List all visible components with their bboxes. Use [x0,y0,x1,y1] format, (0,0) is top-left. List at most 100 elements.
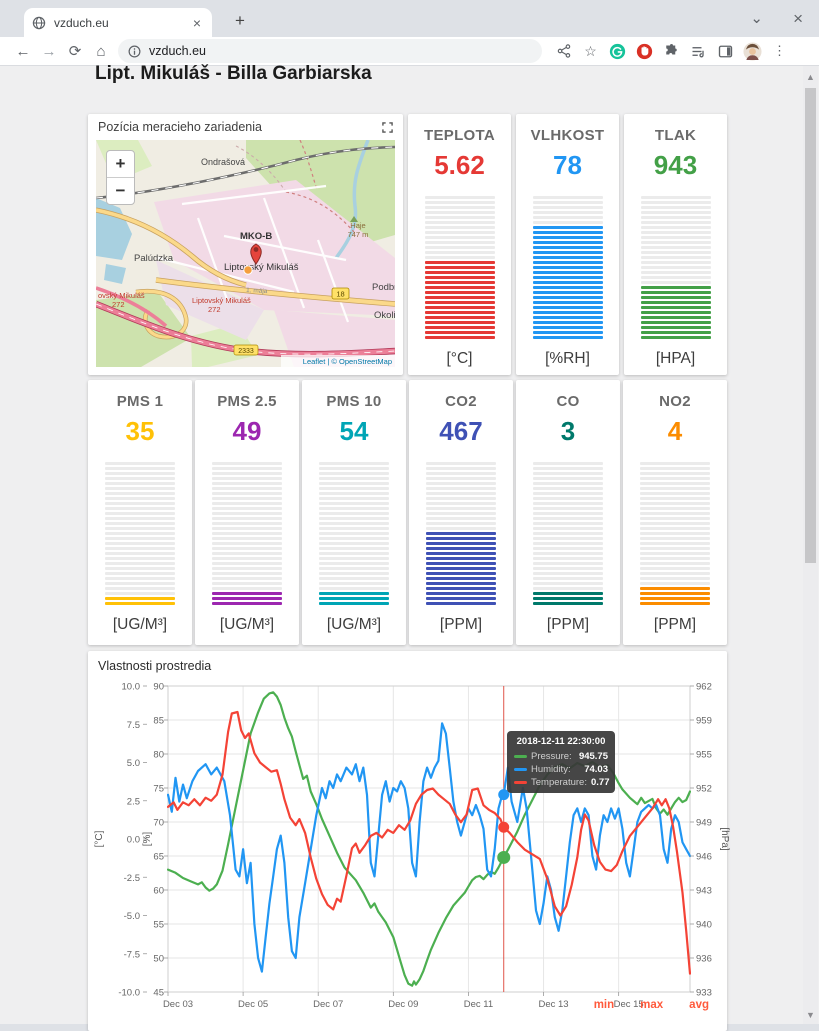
svg-text:Dec 15: Dec 15 [614,999,644,1010]
fullscreen-icon[interactable] [382,121,393,133]
card-pms25: PMS 2.5 49 [UG/M³] [195,380,299,645]
svg-text:45: 45 [153,988,164,999]
tooltip-label: Pressure: [531,751,572,762]
card-unit: [%RH] [545,350,590,367]
reading-list-icon[interactable] [685,44,712,59]
page-title: Lipt. Mikuláš - Billa Garbiarska [95,63,372,84]
legend-min-link[interactable]: min [593,999,615,1011]
map-view[interactable]: Ondrašová MKO-B Liptovský Mikuláš Palúdz… [96,140,395,367]
back-button[interactable]: ← [15,42,31,60]
map-peak-icon [350,216,358,222]
svg-text:952: 952 [696,784,712,795]
card-unit: [PPM] [653,616,697,633]
page-scrollbar[interactable]: ▲ ▼ [803,66,818,1024]
card-value: 4 [667,416,683,446]
tooltip-row-humidity: Humidity: 74.03 [514,764,608,775]
new-tab-button[interactable]: + [235,11,245,30]
svg-text:933: 933 [696,988,712,999]
svg-text:18: 18 [336,290,344,299]
svg-text:7.5: 7.5 [127,720,140,731]
reload-button[interactable]: ⟳ [68,43,82,60]
svg-text:-7.5: -7.5 [124,949,140,960]
map-label-podbrez: Podbrez [372,282,395,293]
card-co: CO 3 [PPM] [516,380,620,645]
svg-text:946: 946 [696,852,712,863]
map-marker-pin[interactable] [250,243,262,265]
card-tlak: TLAK 943 [HPA] [624,114,727,375]
browser-tab[interactable]: vzduch.eu × [24,8,212,37]
card-value: 78 [553,150,582,180]
svg-text:-2.5: -2.5 [124,873,140,884]
card-gauge [212,460,282,605]
map-label-hill: Haje [350,221,365,230]
map-label-station: MKO-B [240,231,272,242]
profile-avatar[interactable] [739,41,766,61]
card-unit: [HPA] [655,350,696,367]
legend-max-link[interactable]: max [640,999,664,1011]
chart-panel: Vlastnosti prostredia 10.0 7.5 5.0 2.5 0.0 -2… [88,651,730,1031]
window-minimize-icon[interactable]: ⌄ [750,10,763,27]
map-red-road-name2: ovský Mikuláš [98,291,145,300]
map-label-ondrasova: Ondrašová [201,157,245,167]
scrollbar-thumb[interactable] [805,88,816,563]
map-zoom-out-button[interactable]: − [115,181,126,200]
map-attribution[interactable]: Leaflet | © OpenStreetMap [303,357,392,366]
svg-text:Dec 13: Dec 13 [538,999,568,1010]
site-info-icon[interactable] [128,45,141,58]
card-unit: [UG/M³] [112,616,168,633]
svg-text:-5.0: -5.0 [124,911,140,922]
card-gauge [424,194,495,339]
environment-chart[interactable]: 10.0 7.5 5.0 2.5 0.0 -2.5 -5.0 -7.5 -10.0 90 85 80 7… [88,675,733,1025]
temperature-swatch [514,781,527,784]
address-bar[interactable]: vzduch.eu [118,39,542,63]
forward-button[interactable]: → [41,42,57,60]
menu-kebab-icon[interactable]: ⋮ [773,43,786,58]
svg-text:Dec 11: Dec 11 [464,999,493,1010]
card-title: PMS 2.5 [217,393,277,410]
chart-panel-title: Vlastnosti prostredia [98,659,212,673]
svg-text:[%]: [%] [142,832,153,847]
card-unit: [PPM] [439,616,483,633]
card-title: CO2 [445,393,477,410]
side-panel-icon[interactable] [712,44,739,59]
svg-text:0.0: 0.0 [127,835,140,846]
pressure-swatch [514,755,527,758]
tooltip-value: 0.77 [590,777,610,788]
tooltip-row-pressure: Pressure: 945.75 [514,751,608,762]
svg-text:962: 962 [696,682,712,693]
home-button[interactable]: ⌂ [96,42,106,60]
svg-text:55: 55 [153,920,164,931]
share-icon[interactable] [550,44,577,58]
window-close-icon[interactable]: × [793,9,803,28]
legend-avg-link[interactable]: avg [689,999,709,1011]
tooltip-timestamp: 2018-12-11 22:30:00 [516,736,606,747]
svg-text:85: 85 [153,716,164,727]
humidity-swatch [514,768,527,771]
card-value: 5.62 [434,150,485,180]
svg-text:955: 955 [696,750,712,761]
card-pms10: PMS 10 54 [UG/M³] [302,380,406,645]
scroll-down-icon[interactable]: ▼ [806,1010,815,1020]
grammarly-extension-icon[interactable] [604,43,631,60]
svg-text:5.0: 5.0 [127,758,140,769]
svg-text:80: 80 [153,750,164,761]
map-zoom-in-button[interactable]: + [107,151,134,178]
card-value: 35 [125,416,155,446]
browser-toolbar: ← → ⟳ ⌂ vzduch.eu ☆ ⋮ [0,37,819,66]
svg-text:Dec 05: Dec 05 [238,999,268,1010]
map-panel: Pozícia meracieho zariadenia [88,114,403,375]
card-gauge [640,194,711,339]
card-value: 943 [653,150,698,180]
svg-text:90: 90 [153,682,164,693]
card-title: TLAK [654,127,697,144]
tooltip-label: Humidity: [531,764,571,775]
tab-close-icon[interactable]: × [192,14,201,31]
svg-text:943: 943 [696,886,712,897]
map-red-road-ref: 272 [208,305,221,314]
scroll-up-icon[interactable]: ▲ [806,72,815,82]
extensions-puzzle-icon[interactable] [658,43,685,59]
map-red-road-name: Liptovský Mikuláš [192,296,251,305]
bookmark-star-icon[interactable]: ☆ [584,42,597,59]
map-attribution-bg [281,355,395,367]
adblock-hand-extension-icon[interactable] [631,43,658,60]
